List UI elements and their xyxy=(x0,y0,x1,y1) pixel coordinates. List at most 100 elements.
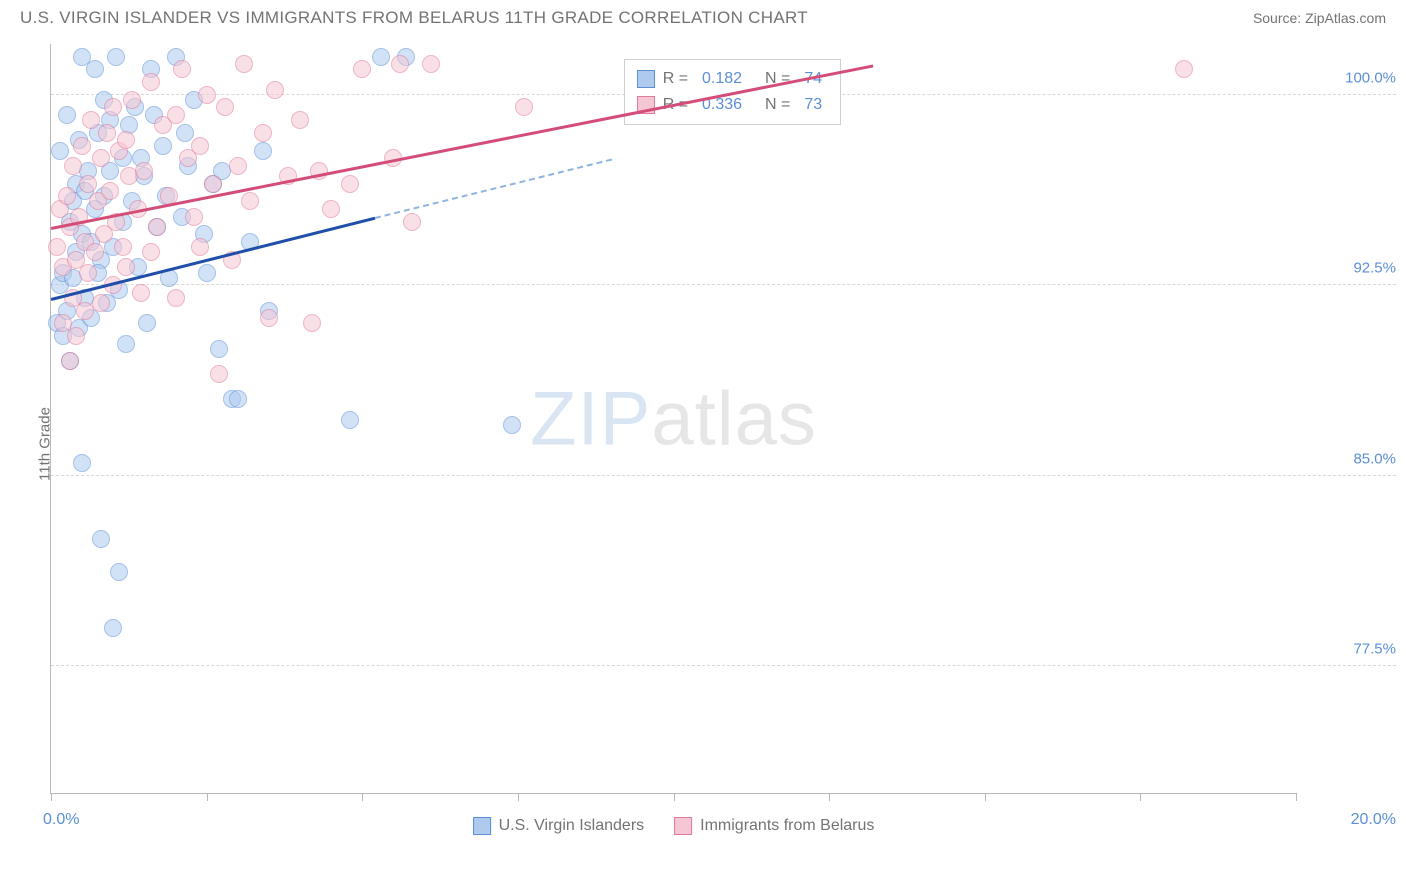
data-point-usvi xyxy=(138,314,156,332)
data-point-belarus xyxy=(185,208,203,226)
legend-swatch xyxy=(674,817,692,835)
trend-line xyxy=(51,64,873,229)
y-tick-label: 100.0% xyxy=(1306,69,1396,86)
gridline xyxy=(51,665,1396,666)
chart-title: U.S. VIRGIN ISLANDER VS IMMIGRANTS FROM … xyxy=(20,8,808,28)
data-point-belarus xyxy=(64,157,82,175)
legend-label: Immigrants from Belarus xyxy=(700,817,874,835)
data-point-belarus xyxy=(204,175,222,193)
data-point-usvi xyxy=(372,48,390,66)
data-point-belarus xyxy=(198,86,216,104)
data-point-belarus xyxy=(322,200,340,218)
x-tick xyxy=(518,793,519,801)
data-point-belarus xyxy=(86,243,104,261)
data-point-usvi xyxy=(58,106,76,124)
chart-source: Source: ZipAtlas.com xyxy=(1253,10,1386,26)
data-point-belarus xyxy=(73,137,91,155)
x-tick xyxy=(51,793,52,801)
data-point-usvi xyxy=(503,416,521,434)
data-point-belarus xyxy=(101,182,119,200)
trend-line xyxy=(374,158,611,218)
data-point-usvi xyxy=(210,340,228,358)
data-point-belarus xyxy=(266,81,284,99)
data-point-belarus xyxy=(241,192,259,210)
data-point-belarus xyxy=(291,111,309,129)
y-tick-label: 92.5% xyxy=(1306,260,1396,277)
watermark: ZIPatlas xyxy=(530,375,817,462)
legend-item: U.S. Virgin Islanders xyxy=(473,817,645,835)
x-tick xyxy=(985,793,986,801)
legend-swatch xyxy=(637,70,655,88)
data-point-belarus xyxy=(191,137,209,155)
data-point-usvi xyxy=(117,335,135,353)
data-point-belarus xyxy=(114,238,132,256)
plot-area: ZIPatlas 77.5%85.0%92.5%100.0%0.0%20.0%R… xyxy=(50,44,1296,794)
data-point-belarus xyxy=(515,98,533,116)
data-point-belarus xyxy=(210,365,228,383)
data-point-belarus xyxy=(229,157,247,175)
data-point-usvi xyxy=(341,411,359,429)
data-point-usvi xyxy=(176,124,194,142)
x-max-label: 20.0% xyxy=(1351,811,1396,829)
data-point-belarus xyxy=(173,60,191,78)
chart-container: 11th Grade ZIPatlas 77.5%85.0%92.5%100.0… xyxy=(0,34,1406,854)
data-point-belarus xyxy=(48,238,66,256)
y-tick-label: 85.0% xyxy=(1306,450,1396,467)
data-point-belarus xyxy=(67,327,85,345)
data-point-usvi xyxy=(104,619,122,637)
data-point-usvi xyxy=(154,137,172,155)
data-point-belarus xyxy=(422,55,440,73)
x-tick xyxy=(1296,793,1297,801)
data-point-usvi xyxy=(92,530,110,548)
data-point-belarus xyxy=(142,243,160,261)
stat-r-value: 0.182 xyxy=(702,70,742,88)
data-point-belarus xyxy=(135,162,153,180)
data-point-belarus xyxy=(167,106,185,124)
data-point-belarus xyxy=(117,131,135,149)
data-point-belarus xyxy=(254,124,272,142)
watermark-part2: atlas xyxy=(651,376,817,461)
data-point-belarus xyxy=(303,314,321,332)
gridline xyxy=(51,475,1396,476)
data-point-belarus xyxy=(92,149,110,167)
series-legend: U.S. Virgin Islanders Immigrants from Bel… xyxy=(473,817,875,835)
data-point-belarus xyxy=(58,187,76,205)
data-point-belarus xyxy=(79,264,97,282)
data-point-belarus xyxy=(61,352,79,370)
data-point-belarus xyxy=(167,289,185,307)
data-point-belarus xyxy=(191,238,209,256)
data-point-usvi xyxy=(107,48,125,66)
x-tick xyxy=(674,793,675,801)
data-point-usvi xyxy=(73,454,91,472)
x-min-label: 0.0% xyxy=(43,811,79,829)
stat-n-label: N = xyxy=(756,96,790,114)
data-point-belarus xyxy=(132,284,150,302)
data-point-usvi xyxy=(110,563,128,581)
legend-item: Immigrants from Belarus xyxy=(674,817,874,835)
x-tick xyxy=(362,793,363,801)
data-point-belarus xyxy=(79,175,97,193)
stat-n-value: 73 xyxy=(804,96,822,114)
data-point-belarus xyxy=(82,111,100,129)
data-point-belarus xyxy=(353,60,371,78)
data-point-usvi xyxy=(51,142,69,160)
gridline xyxy=(51,284,1396,285)
data-point-belarus xyxy=(98,124,116,142)
data-point-belarus xyxy=(148,218,166,236)
x-tick xyxy=(829,793,830,801)
x-tick xyxy=(207,793,208,801)
chart-header: U.S. VIRGIN ISLANDER VS IMMIGRANTS FROM … xyxy=(0,0,1406,34)
y-tick-label: 77.5% xyxy=(1306,641,1396,658)
data-point-belarus xyxy=(260,309,278,327)
data-point-belarus xyxy=(403,213,421,231)
data-point-belarus xyxy=(341,175,359,193)
data-point-belarus xyxy=(123,91,141,109)
legend-swatch xyxy=(473,817,491,835)
x-tick xyxy=(1140,793,1141,801)
data-point-usvi xyxy=(198,264,216,282)
watermark-part1: ZIP xyxy=(530,376,651,461)
data-point-belarus xyxy=(216,98,234,116)
legend-label: U.S. Virgin Islanders xyxy=(499,817,645,835)
data-point-usvi xyxy=(86,60,104,78)
data-point-usvi xyxy=(229,390,247,408)
